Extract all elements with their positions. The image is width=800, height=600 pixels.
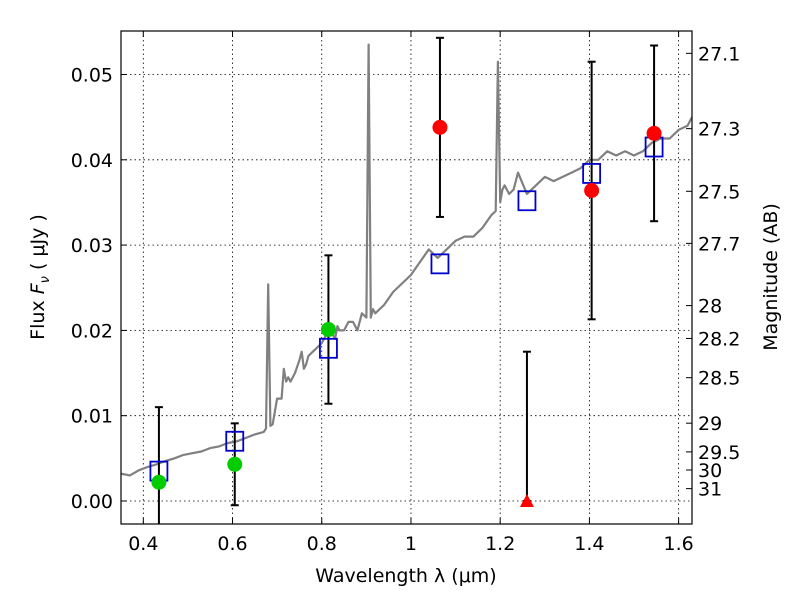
green-data-point <box>227 456 243 472</box>
magnitude-tick-label: 28.5 <box>698 368 740 390</box>
red-data-point <box>432 119 448 135</box>
x-tick-label: 1.6 <box>664 533 694 555</box>
magnitude-tick-label: 28.2 <box>698 328 740 350</box>
model-spectrum-line <box>121 43 692 477</box>
plot-frame <box>120 30 693 525</box>
axis-ticks <box>121 31 692 524</box>
y-axis-label-subscript: ν <box>38 276 53 283</box>
magnitude-tick-label: 29.5 <box>698 442 740 464</box>
magnitude-tick-label: 31 <box>698 479 722 501</box>
model-photometry-point <box>319 337 338 359</box>
x-tick-label: 0.4 <box>128 533 158 555</box>
plot-area <box>121 36 692 524</box>
magnitude-tick-label: 29 <box>698 413 722 435</box>
y-axis-label-symbol: F <box>27 282 49 294</box>
model-photometry-point <box>225 430 245 452</box>
magnitude-tick-label: 27.7 <box>698 233 740 255</box>
green-data-point <box>320 322 336 338</box>
y-tick-label: 0.02 <box>71 320 113 342</box>
magnitude-tick-label: 27.3 <box>698 119 740 141</box>
y-tick-label: 0.04 <box>71 150 113 172</box>
axis-tick-labels: 0.4 0.6 0.8 1 1.2 1.4 1.6 0.00 0.01 0.02 0.03 0.04 0… <box>71 43 741 555</box>
magnitude-tick-label: 27.5 <box>698 181 740 203</box>
magnitude-tick-label: 28 <box>698 296 722 318</box>
y-axis-label: Flux Fν ( μJy ) <box>27 214 53 340</box>
y-tick-label: 0.03 <box>71 235 113 257</box>
green-data-point <box>151 474 167 490</box>
x-axis-label: Wavelength λ (μm) <box>315 565 496 587</box>
y-tick-label: 0.05 <box>71 65 113 87</box>
model-photometry-point <box>517 190 537 212</box>
y-axis-label-unit: ( μJy ) <box>27 214 49 276</box>
red-data-point <box>584 183 600 198</box>
y-tick-label: 0.01 <box>71 406 113 428</box>
red-data-point <box>646 125 662 141</box>
y-axis-label-prefix: Flux <box>27 294 49 340</box>
magnitude-tick-label: 27.1 <box>698 43 740 65</box>
magnitude-tick-label: 30 <box>698 460 722 482</box>
x-tick-label: 0.8 <box>307 533 337 555</box>
x-tick-label: 1.4 <box>574 533 604 555</box>
x-tick-label: 0.6 <box>217 533 247 555</box>
right-axis-label: Magnitude (AB) <box>760 203 782 351</box>
model-photometry-point <box>430 253 450 275</box>
x-tick-label: 1 <box>405 533 417 555</box>
y-tick-label: 0.00 <box>71 491 113 513</box>
x-tick-label: 1.2 <box>485 533 515 555</box>
upper-limit-triangle <box>519 493 534 507</box>
model-photometry-point <box>582 163 602 184</box>
